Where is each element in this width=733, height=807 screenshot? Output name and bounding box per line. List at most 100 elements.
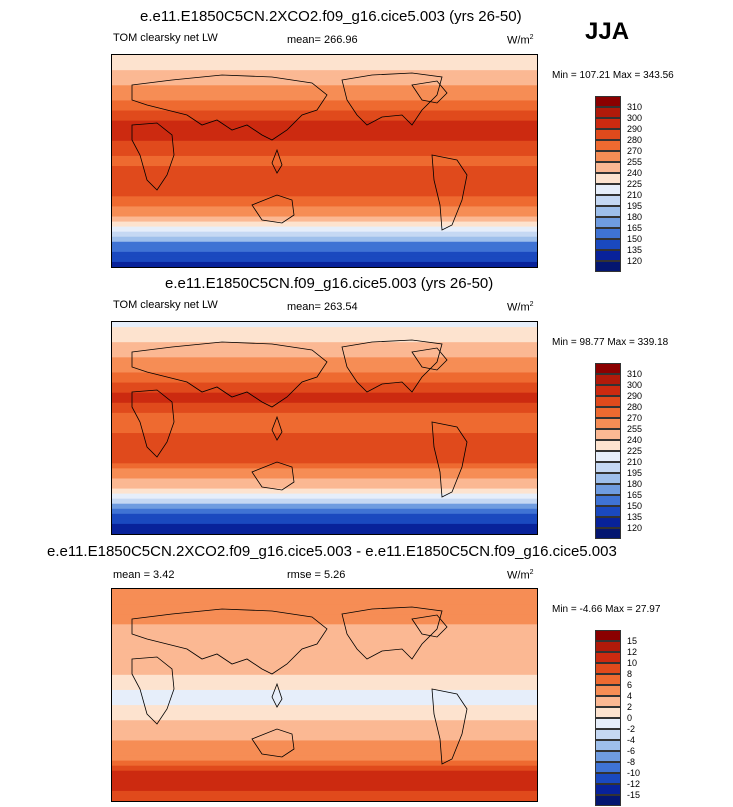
- colorbar-cell: [595, 663, 621, 674]
- coastline: [271, 148, 283, 174]
- colorbar-cell: [595, 429, 621, 440]
- coastline: [131, 74, 328, 141]
- colorbar-cell: [595, 762, 621, 773]
- panel-1-variable: TOM clearsky net LW: [113, 32, 218, 44]
- lat-band: [112, 246, 537, 253]
- lat-band: [112, 256, 537, 263]
- colorbar-cell: [595, 641, 621, 652]
- lat-band: [112, 715, 537, 721]
- colorbar-cell: [595, 140, 621, 151]
- colorbar-cell: [595, 396, 621, 407]
- lat-band: [112, 342, 537, 348]
- lat-band: [112, 740, 537, 747]
- coastline: [431, 154, 468, 231]
- colorbar-label: 255: [627, 423, 643, 434]
- colorbar-label: -12: [627, 778, 641, 789]
- lat-band: [112, 221, 537, 228]
- lat-band: [112, 770, 537, 777]
- panel-1-units: W/m2: [507, 34, 534, 47]
- colorbar-label: 120: [627, 522, 643, 533]
- colorbar-cell: [595, 773, 621, 784]
- colorbar-cell: [595, 685, 621, 696]
- colorbar-label: 180: [627, 211, 643, 222]
- lat-band: [112, 594, 537, 600]
- lat-band: [112, 186, 537, 192]
- lat-band: [112, 428, 537, 434]
- panel-3-minmax: Min = -4.66 Max = 27.97: [552, 604, 661, 615]
- lat-band: [112, 55, 537, 61]
- lat-band: [112, 433, 537, 439]
- lat-band: [112, 453, 537, 459]
- coastline: [411, 80, 448, 104]
- lat-band: [112, 483, 537, 490]
- lat-band: [112, 614, 537, 620]
- coastline: [251, 194, 295, 224]
- lat-band: [112, 226, 537, 233]
- panel-2-colorbar: 310 300 290 280 270 255 240 225 210 195 180 165 150 1…: [595, 363, 675, 539]
- lat-band: [112, 710, 537, 716]
- lat-band: [112, 478, 537, 485]
- lat-band: [112, 120, 537, 127]
- coastline: [431, 688, 468, 765]
- colorbar-cell: [595, 206, 621, 217]
- lat-band: [112, 488, 537, 495]
- lat-band: [112, 498, 537, 505]
- lat-band: [112, 352, 537, 358]
- lat-band: [112, 412, 537, 419]
- lat-band: [112, 609, 537, 615]
- lat-band: [112, 85, 537, 91]
- lat-band: [112, 211, 537, 218]
- lat-band: [112, 679, 537, 686]
- lat-band: [112, 181, 537, 187]
- lat-band: [112, 659, 537, 666]
- lat-band: [112, 705, 537, 711]
- panel-1-minmax: Min = 107.21 Max = 343.56: [552, 70, 674, 81]
- lat-band: [112, 725, 537, 731]
- colorbar-label: 210: [627, 189, 643, 200]
- coastline: [431, 421, 468, 498]
- lat-band: [112, 473, 537, 480]
- colorbar-cell: [595, 674, 621, 685]
- colorbar-cell: [595, 250, 621, 261]
- colorbar-cell: [595, 96, 621, 107]
- lat-band: [112, 145, 537, 152]
- coastline: [411, 347, 448, 371]
- colorbar-label: 165: [627, 489, 643, 500]
- lat-band: [112, 669, 537, 676]
- colorbar-label: 10: [627, 657, 638, 668]
- lat-band: [112, 402, 537, 409]
- colorbar-label: 120: [627, 255, 643, 266]
- lat-band: [112, 664, 537, 671]
- lat-band: [112, 70, 537, 76]
- panel-1-colorbar: 310 300 290 280 270 255 240 225 210 195 180 165 150 1…: [595, 96, 675, 272]
- lat-band: [112, 599, 537, 605]
- lat-band: [112, 105, 537, 112]
- colorbar-cell: [595, 462, 621, 473]
- lat-band: [112, 508, 537, 515]
- lat-band: [112, 65, 537, 71]
- lat-band: [112, 135, 537, 142]
- colorbar-label: -2: [627, 723, 636, 734]
- lat-band: [112, 397, 537, 404]
- coastline: [131, 608, 328, 675]
- lat-band: [112, 503, 537, 510]
- lat-band: [112, 382, 537, 389]
- lat-band: [112, 700, 537, 706]
- colorbar-label: 12: [627, 646, 638, 657]
- lat-band: [112, 155, 537, 162]
- colorbar-label: 225: [627, 445, 643, 456]
- colorbar-cell: [595, 261, 621, 272]
- colorbar-label: 6: [627, 679, 633, 690]
- colorbar-cell: [595, 751, 621, 762]
- colorbar-label: 310: [627, 368, 643, 379]
- lat-band: [112, 261, 537, 267]
- colorbar-cell: [595, 473, 621, 484]
- colorbar-label: 290: [627, 123, 643, 134]
- lat-band: [112, 171, 537, 177]
- panel-3-map: [111, 588, 538, 802]
- colorbar-label: 300: [627, 379, 643, 390]
- colorbar-cell: [595, 239, 621, 250]
- colorbar-cell: [595, 784, 621, 795]
- lat-band: [112, 347, 537, 353]
- colorbar-label: 135: [627, 511, 643, 522]
